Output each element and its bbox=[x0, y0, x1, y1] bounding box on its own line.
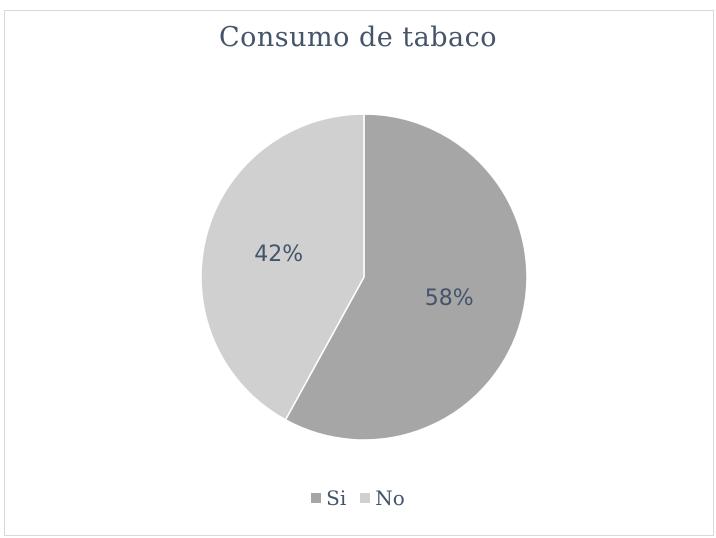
legend-item-no: No bbox=[360, 486, 405, 510]
pie-label-si: 58% bbox=[425, 286, 474, 311]
legend: Si No bbox=[0, 486, 716, 510]
pie-label-no: 42% bbox=[254, 242, 303, 267]
pie-slice-no bbox=[200, 113, 365, 421]
legend-label-no: No bbox=[375, 486, 405, 510]
legend-label-si: Si bbox=[326, 486, 347, 510]
legend-swatch-no bbox=[360, 493, 371, 503]
chart-title: Consumo de tabaco bbox=[218, 22, 498, 53]
pie-labels: 58% 42% bbox=[254, 242, 473, 311]
legend-item-si: Si bbox=[311, 486, 346, 510]
legend-swatch-si bbox=[311, 493, 322, 503]
pie-slices bbox=[200, 113, 528, 441]
pie-slice-si bbox=[284, 113, 528, 441]
